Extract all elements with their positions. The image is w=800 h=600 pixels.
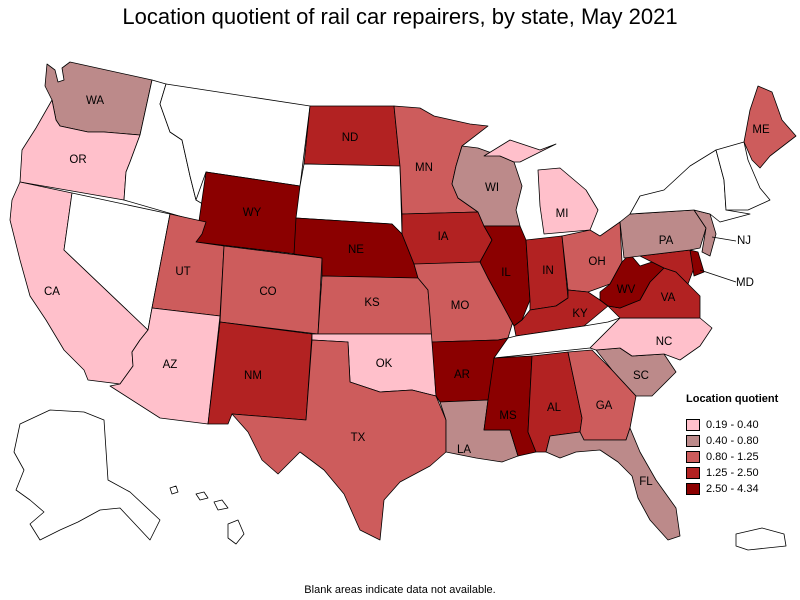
state-MT[interactable]	[159, 83, 311, 201]
legend-label: 0.40 - 0.80	[706, 435, 759, 447]
label-ME: ME	[752, 124, 770, 136]
map-title: Location quotient of rail car repairers,…	[122, 4, 678, 29]
label-AR: AR	[454, 369, 470, 381]
state-NE-small[interactable]	[715, 141, 771, 211]
label-AZ: AZ	[163, 359, 178, 371]
label-IN: IN	[542, 265, 554, 277]
state-AK[interactable]	[13, 409, 161, 541]
state-labels: WA OR CA WY UT AZ CO NM ND NE KS OK TX M…	[44, 95, 770, 488]
label-OR: OR	[69, 154, 86, 166]
legend-label: 0.19 - 0.40	[706, 419, 759, 431]
state-MI[interactable]	[483, 139, 599, 235]
label-NJ: NJ	[737, 235, 751, 247]
label-NE: NE	[348, 244, 364, 256]
label-LA: LA	[457, 444, 471, 456]
label-WY: WY	[243, 207, 262, 219]
legend-item: 0.19 - 0.40	[686, 418, 759, 432]
label-VA: VA	[661, 292, 676, 304]
legend-swatch	[686, 435, 700, 447]
label-KY: KY	[572, 308, 588, 320]
label-CA: CA	[44, 286, 60, 298]
state-DE[interactable]	[689, 249, 705, 277]
label-GA: GA	[596, 400, 613, 412]
legend-swatch	[686, 467, 700, 479]
label-MI: MI	[556, 208, 569, 220]
legend-item: 0.80 - 1.25	[686, 450, 759, 464]
label-IL: IL	[501, 267, 511, 279]
label-CO: CO	[259, 286, 276, 298]
legend-swatch	[686, 419, 700, 431]
label-MD: MD	[736, 277, 754, 289]
label-WV: WV	[617, 284, 636, 296]
legend-label: 1.25 - 2.50	[706, 467, 759, 479]
label-ND: ND	[342, 132, 359, 144]
state-PR[interactable]	[735, 527, 787, 551]
legend-label: 2.50 - 4.34	[706, 483, 759, 495]
state-TN[interactable]	[493, 317, 621, 359]
legend-item: 2.50 - 4.34	[686, 482, 759, 496]
label-KS: KS	[364, 297, 380, 309]
legend-swatch	[686, 483, 700, 495]
legend-item: 1.25 - 2.50	[686, 466, 759, 480]
nj-leader-line	[711, 236, 737, 242]
label-IA: IA	[438, 231, 449, 243]
label-MS: MS	[499, 410, 517, 422]
label-WI: WI	[485, 182, 499, 194]
label-NM: NM	[244, 370, 262, 382]
state-ME[interactable]	[743, 85, 797, 169]
label-OH: OH	[588, 256, 605, 268]
md-leader-line	[699, 269, 737, 283]
state-HI[interactable]	[169, 485, 245, 545]
legend-title: Location quotient	[686, 393, 779, 405]
label-SC: SC	[633, 370, 649, 382]
label-FL: FL	[639, 476, 653, 488]
label-MN: MN	[415, 162, 433, 174]
legend-item: 0.40 - 0.80	[686, 434, 759, 448]
label-AL: AL	[547, 402, 562, 414]
label-OK: OK	[376, 358, 393, 370]
legend-label: 0.80 - 1.25	[706, 451, 759, 463]
label-PA: PA	[659, 235, 674, 247]
label-WA: WA	[86, 95, 104, 107]
label-NC: NC	[656, 336, 673, 348]
legend-swatch	[686, 451, 700, 463]
label-UT: UT	[175, 266, 190, 278]
footnote: Blank areas indicate data not available.	[304, 584, 496, 596]
label-TX: TX	[351, 432, 366, 444]
state-TX[interactable]	[231, 339, 447, 541]
state-FL[interactable]	[545, 427, 681, 541]
label-MO: MO	[451, 300, 470, 312]
